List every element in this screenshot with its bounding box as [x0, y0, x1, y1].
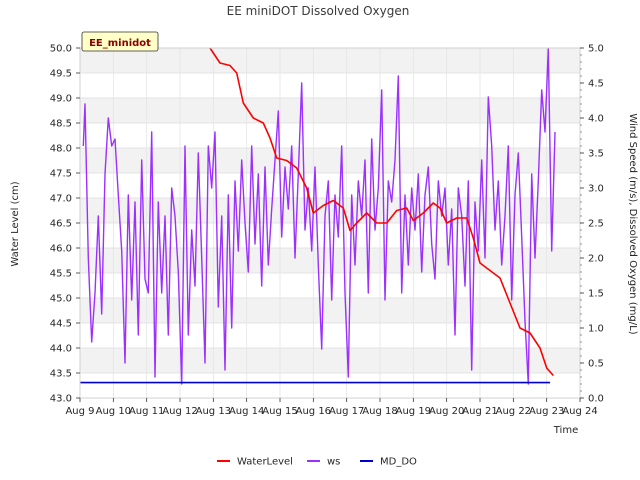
background-band: [80, 373, 580, 398]
background-band: [80, 123, 580, 148]
x-tick-label: Aug 24: [562, 406, 597, 417]
x-axis-label: Time: [553, 425, 578, 436]
x-tick-label: Aug 19: [396, 406, 431, 417]
background-band: [80, 273, 580, 298]
chart-title: EE miniDOT Dissolved Oxygen: [227, 4, 410, 18]
x-tick-label: Aug 12: [162, 406, 197, 417]
left-tick-label: 48.0: [50, 144, 72, 155]
legend-label: ws: [327, 457, 340, 468]
left-tick-label: 43.5: [50, 369, 72, 380]
right-tick-label: 1.5: [588, 289, 604, 300]
right-axis-label: Wind Speed (m/s), Dissolved Oxygen (mg/L…: [627, 113, 638, 334]
x-tick-label: Aug 18: [362, 406, 397, 417]
x-tick-label: Aug 22: [496, 406, 531, 417]
left-tick-label: 46.5: [50, 219, 72, 230]
right-tick-label: 3.5: [588, 149, 604, 160]
left-tick-label: 44.0: [50, 344, 72, 355]
background-band: [80, 348, 580, 373]
background-band: [80, 148, 580, 173]
x-tick-label: Aug 16: [296, 406, 331, 417]
background-band: [80, 298, 580, 323]
left-tick-label: 43.0: [50, 394, 72, 405]
right-tick-label: 4.5: [588, 79, 604, 90]
right-tick-label: 3.0: [588, 184, 604, 195]
legend: WaterLevel ws MD_DO: [217, 457, 417, 468]
left-tick-label: 50.0: [50, 44, 72, 55]
background-band: [80, 73, 580, 98]
x-tick-label: Aug 23: [529, 406, 564, 417]
x-tick-label: Aug 11: [129, 406, 164, 417]
series-line-waterlevel: [209, 48, 554, 377]
badge: EE_minidot: [81, 31, 159, 52]
left-tick-label: 49.0: [50, 94, 72, 105]
left-axis-ticks: 43.0 43.5 44.0 44.5 45.0 45.5 46.0 46.5 47.0 47.5…: [50, 44, 80, 405]
right-tick-label: 5.0: [588, 44, 604, 55]
x-tick-label: Aug 20: [429, 406, 464, 417]
x-tick-label: Aug 15: [262, 406, 297, 417]
left-tick-label: 45.0: [50, 294, 72, 305]
x-tick-label: Aug 17: [329, 406, 364, 417]
right-tick-label: 0.5: [588, 359, 604, 370]
x-tick-label: Aug 9: [65, 406, 94, 417]
left-tick-label: 47.0: [50, 194, 72, 205]
right-tick-label: 1.0: [588, 324, 604, 335]
right-tick-label: 2.5: [588, 219, 604, 230]
x-tick-label: Aug 14: [229, 406, 264, 417]
left-tick-label: 49.5: [50, 69, 72, 80]
background-band: [80, 48, 580, 73]
left-tick-label: 48.5: [50, 119, 72, 130]
series-line-ws: [82, 48, 556, 385]
left-tick-label: 47.5: [50, 169, 72, 180]
x-tick-label: Aug 10: [96, 406, 131, 417]
right-axis-ticks: 0.0 0.5 1.0 1.5 2.0 2.5 3.0 3.5 4.0 4.5 5.0: [580, 44, 604, 405]
right-tick-label: 0.0: [588, 394, 604, 405]
left-tick-label: 45.5: [50, 269, 72, 280]
background-band: [80, 323, 580, 348]
badge-label: EE_minidot: [89, 38, 151, 49]
series-layer: [80, 48, 556, 385]
left-tick-label: 46.0: [50, 244, 72, 255]
legend-label: MD_DO: [380, 457, 417, 468]
x-tick-label: Aug 13: [196, 406, 231, 417]
right-tick-label: 2.0: [588, 254, 604, 265]
x-tick-label: Aug 21: [462, 406, 497, 417]
right-tick-label: 4.0: [588, 114, 604, 125]
background-band: [80, 98, 580, 123]
legend-label: WaterLevel: [237, 457, 293, 468]
left-tick-label: 44.5: [50, 319, 72, 330]
left-axis-label: Water Level (cm): [10, 181, 21, 266]
background-band: [80, 173, 580, 198]
